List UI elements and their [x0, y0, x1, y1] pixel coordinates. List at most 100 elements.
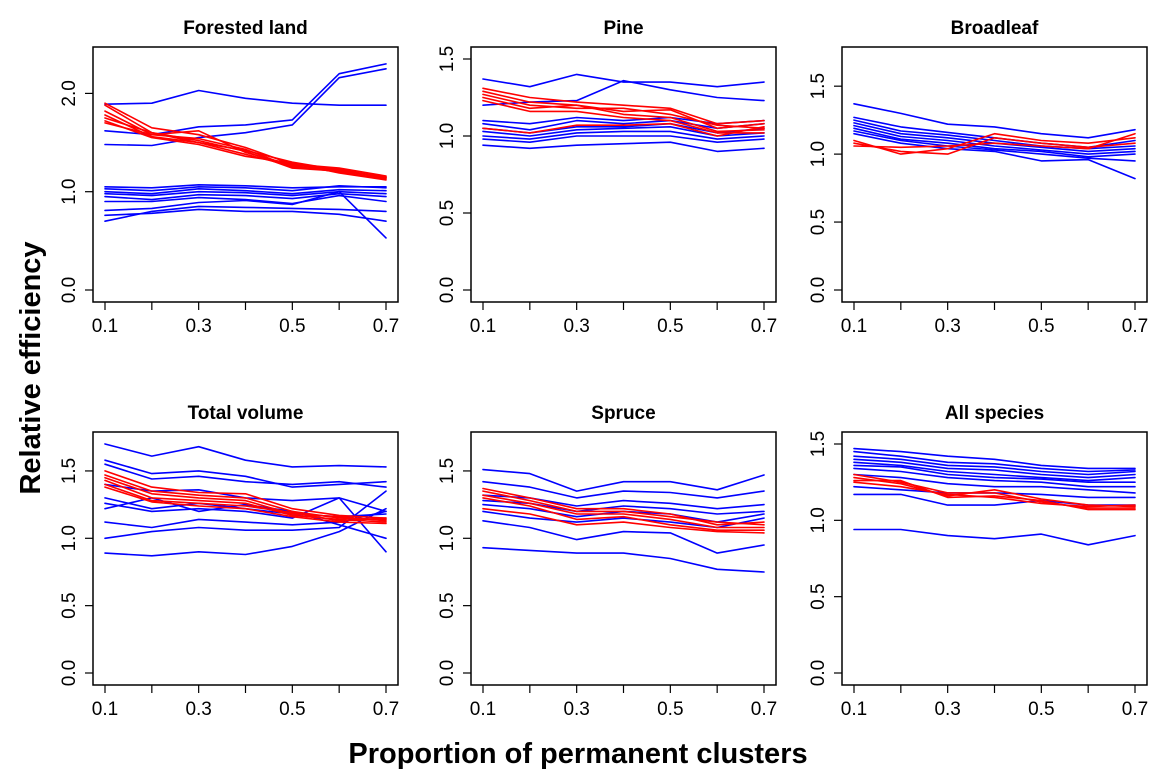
- blue-series-line-3: [104, 68, 387, 147]
- blue-series-line-9: [482, 141, 765, 153]
- blue-series-line-11: [853, 528, 1136, 546]
- x-tick-label: 0.1: [841, 699, 867, 720]
- x-axis: 0.1 0.3 0.5 0.7: [841, 302, 1148, 337]
- blue-series-line-2: [482, 480, 765, 499]
- plot-frame: [470, 431, 777, 686]
- blue-series-line-1: [482, 468, 765, 492]
- red-series-line-17: [104, 117, 387, 178]
- x-tick-label: 0.7: [373, 316, 399, 337]
- red-series-line-10: [853, 137, 1136, 155]
- x-tick-label: 0.1: [470, 699, 496, 720]
- x-tick-label: 0.5: [279, 316, 305, 337]
- y-tick-label: 0.5: [808, 583, 829, 609]
- y-axis: 0.0 0.5 1.0 1.5: [59, 458, 93, 686]
- x-tick-label: 0.3: [563, 316, 589, 337]
- y-tick-label: 1.5: [437, 46, 458, 72]
- y-tick-label: 0.5: [437, 200, 458, 226]
- y-tick-label: 1.0: [808, 141, 829, 167]
- red-series-line-11: [853, 132, 1136, 150]
- x-tick-label: 0.5: [657, 699, 683, 720]
- red-series-line-15: [482, 122, 765, 137]
- panel-title: Broadleaf: [951, 18, 1039, 39]
- panel-title: Pine: [603, 18, 643, 39]
- plot-frame: [841, 46, 1148, 303]
- y-tick-label: 0.0: [59, 277, 80, 303]
- blue-series-line-3: [853, 455, 1136, 476]
- x-axis: 0.1 0.3 0.5 0.7: [92, 302, 399, 337]
- x-tick-label: 0.1: [92, 316, 118, 337]
- red-series-line-13: [853, 476, 1136, 508]
- series-group: [853, 447, 1136, 546]
- y-tick-label: 1.0: [437, 525, 458, 551]
- panel-title: Forested land: [183, 18, 308, 39]
- blue-series-line-9: [104, 194, 387, 205]
- panel-5: Spruce 0.1 0.3 0.5 0.7 0.0 0.5 1.0 1.5: [437, 403, 777, 720]
- red-series-line-15: [853, 481, 1136, 508]
- red-series-line-13: [104, 476, 387, 522]
- red-series-line-18: [104, 120, 387, 181]
- blue-series-line-7: [482, 519, 765, 554]
- panel-title: All species: [945, 403, 1044, 424]
- blue-series-line-7: [853, 467, 1136, 488]
- y-axis: 0.0 0.5 1.0 1.5: [808, 73, 842, 303]
- blue-series-line-4: [104, 184, 387, 189]
- red-series-line-12: [482, 497, 765, 532]
- blue-series-line-2: [853, 450, 1136, 473]
- red-series-line-13: [482, 507, 765, 534]
- red-series-line-19: [104, 122, 387, 179]
- blue-series-line-1: [853, 103, 1136, 139]
- red-series-line-9: [482, 487, 765, 526]
- blue-series-line-8: [482, 135, 765, 143]
- red-series-line-15: [104, 110, 387, 179]
- blue-series-line-1: [853, 447, 1136, 470]
- y-tick-label: 1.5: [808, 73, 829, 99]
- y-tick-label: 1.0: [808, 507, 829, 533]
- y-tick-label: 0.5: [59, 592, 80, 618]
- blue-series-line-2: [104, 459, 387, 488]
- x-tick-label: 0.7: [373, 699, 399, 720]
- x-axis: 0.1 0.3 0.5 0.7: [92, 685, 399, 720]
- red-series-line-12: [482, 93, 765, 130]
- y-tick-label: 2.0: [59, 80, 80, 106]
- red-series-line-15: [104, 483, 387, 522]
- blue-series-line-7: [482, 130, 765, 140]
- series-group: [482, 73, 765, 153]
- blue-series-line-7: [853, 130, 1136, 162]
- x-tick-label: 0.7: [751, 316, 777, 337]
- x-axis: 0.1 0.3 0.5 0.7: [470, 302, 777, 337]
- blue-series-line-6: [104, 497, 387, 553]
- x-tick-label: 0.5: [1028, 316, 1054, 337]
- blue-series-line-9: [104, 490, 387, 540]
- red-series-line-12: [853, 473, 1136, 509]
- x-tick-label: 0.7: [751, 699, 777, 720]
- series-group: [482, 468, 765, 573]
- blue-series-line-1: [482, 73, 765, 88]
- x-tick-label: 0.3: [934, 699, 960, 720]
- red-series-line-16: [104, 486, 387, 525]
- series-group: [104, 63, 387, 239]
- blue-series-line-2: [104, 63, 387, 136]
- x-tick-label: 0.3: [185, 699, 211, 720]
- y-tick-label: 0.0: [808, 277, 829, 303]
- series-group: [104, 443, 387, 557]
- red-series-line-11: [104, 470, 387, 519]
- red-series-line-16: [104, 114, 387, 180]
- x-tick-label: 0.3: [185, 316, 211, 337]
- red-series-line-14: [104, 104, 387, 178]
- blue-series-line-4: [853, 458, 1136, 479]
- blue-series-line-1: [104, 89, 387, 106]
- y-axis: 0.0 0.5 1.0 1.5: [437, 458, 471, 686]
- blue-series-line-6: [853, 464, 1136, 484]
- red-series-line-9: [853, 132, 1136, 155]
- y-tick-label: 0.5: [808, 209, 829, 235]
- blue-series-line-5: [853, 124, 1136, 155]
- y-axis: 0.0 0.5 1.0 1.5: [437, 46, 471, 303]
- y-tick-label: 0.0: [437, 277, 458, 303]
- red-series-line-13: [482, 96, 765, 133]
- panel-2: Pine 0.1 0.3 0.5 0.7 0.0 0.5 1.0 1.5: [437, 18, 777, 337]
- red-series-line-14: [104, 479, 387, 523]
- blue-series-line-12: [104, 205, 387, 222]
- red-series-line-14: [853, 479, 1136, 511]
- panels: Forested land 0.1 0.3 0.5 0.7 0.0 1.0 2.0 Pine 0.…: [59, 18, 1148, 720]
